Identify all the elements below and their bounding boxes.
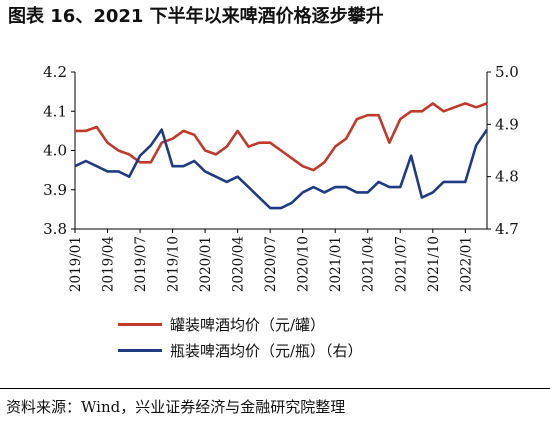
y-tick-label-left: 4.1 <box>43 102 67 120</box>
x-tick-label: 2020/10 <box>296 236 312 292</box>
x-tick-label: 2020/04 <box>231 236 247 292</box>
legend-item-series-2: 瓶装啤酒均价（元/瓶）（右） <box>118 337 363 363</box>
x-tick-label: 2019/01 <box>68 236 84 292</box>
legend-swatch-series-1 <box>118 322 162 326</box>
y-tick-label-right: 4.7 <box>495 220 519 238</box>
source-note: 资料来源：Wind，兴业证券经济与金融研究院整理 <box>6 398 346 416</box>
legend-swatch-series-2 <box>118 348 162 352</box>
legend: 罐装啤酒均价（元/罐） 瓶装啤酒均价（元/瓶）（右） <box>118 311 363 363</box>
x-tick-label: 2022/01 <box>458 236 474 292</box>
x-tick-label: 2021/07 <box>393 236 409 292</box>
y-tick-label-left: 3.8 <box>43 220 67 238</box>
x-tick-label: 2020/01 <box>198 236 214 292</box>
legend-item-series-1: 罐装啤酒均价（元/罐） <box>118 311 363 337</box>
x-tick-label: 2021/01 <box>328 236 344 292</box>
x-tick-label: 2019/07 <box>133 236 149 292</box>
line-chart: 3.8 3.9 4.0 4.1 4.2 4.7 4.8 4.9 5.0 2019/01 2019/0… <box>43 63 519 292</box>
x-tick-label: 2021/10 <box>426 236 442 292</box>
y-tick-label-left: 3.9 <box>43 181 67 199</box>
y-tick-label-right: 4.9 <box>495 115 519 133</box>
legend-label-series-1: 罐装啤酒均价（元/罐） <box>170 315 326 334</box>
chart-title: 图表 16、2021 下半年以来啤酒价格逐步攀升 <box>8 6 384 27</box>
x-tick-label: 2019/10 <box>166 236 182 292</box>
y-tick-label-right: 4.8 <box>495 168 519 186</box>
source-divider <box>0 388 550 389</box>
y-tick-label-left: 4.2 <box>43 63 67 81</box>
x-tick-label: 2020/07 <box>263 236 279 292</box>
y-tick-label-right: 5.0 <box>495 63 519 81</box>
legend-label-series-2: 瓶装啤酒均价（元/瓶）（右） <box>170 341 363 360</box>
x-tick-label: 2019/04 <box>101 236 117 292</box>
series-line-1 <box>75 102 488 172</box>
y-tick-label-left: 4.0 <box>43 142 67 160</box>
x-tick-label: 2021/04 <box>361 236 377 292</box>
series-line-2 <box>74 128 489 210</box>
